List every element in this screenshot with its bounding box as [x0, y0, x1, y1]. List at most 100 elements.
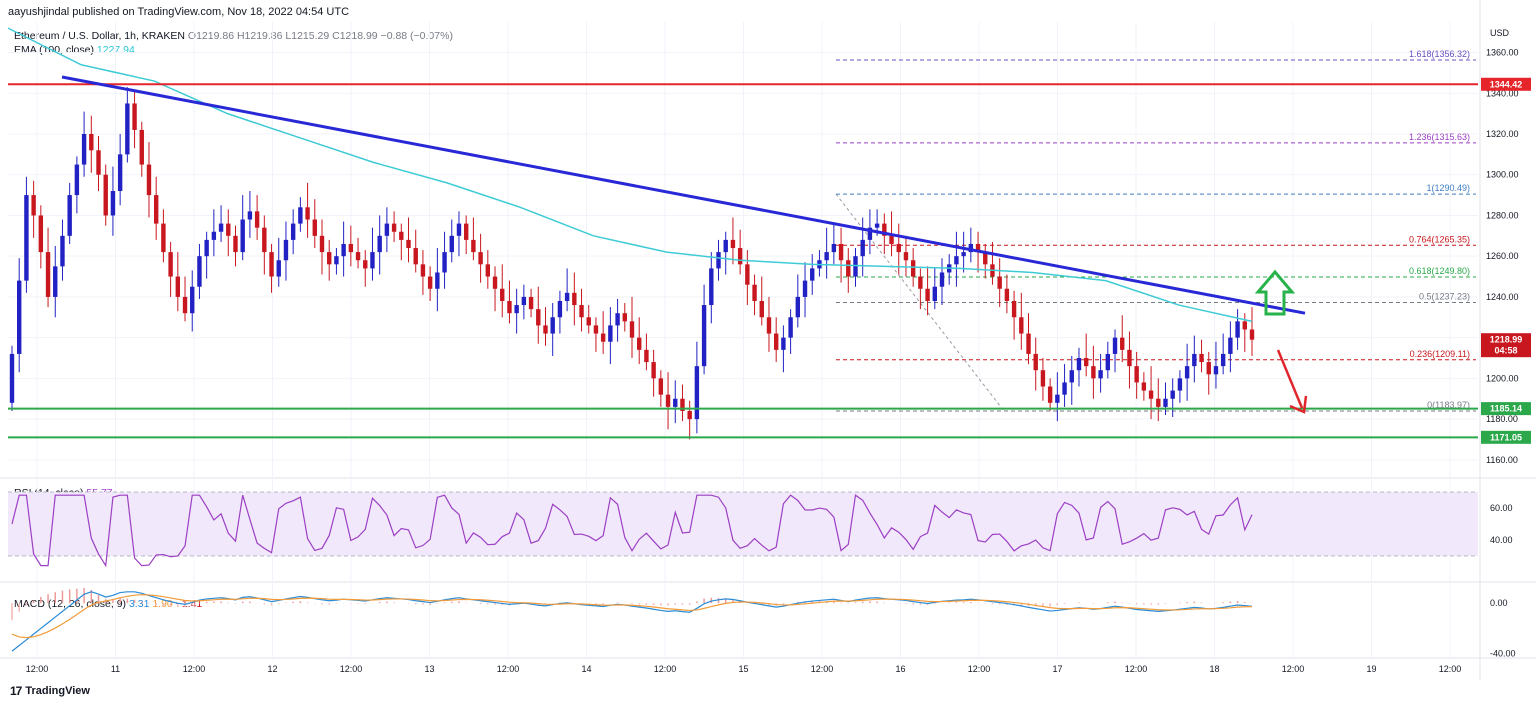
- time-tick-label: 16: [895, 664, 905, 674]
- macd-tick-label: 0.00: [1490, 598, 1508, 608]
- candle-body: [745, 264, 750, 285]
- candle-body: [456, 223, 462, 236]
- time-tick-label: 11: [111, 664, 120, 674]
- candle-body: [622, 313, 627, 322]
- candle-body: [1062, 382, 1067, 395]
- candle-body: [1004, 288, 1010, 301]
- candle-body: [233, 235, 238, 253]
- candle-body: [557, 300, 563, 318]
- macd-tick-label: -40.00: [1490, 649, 1516, 659]
- support-price-badge: [1481, 430, 1531, 444]
- candle-body: [471, 239, 476, 253]
- candle-body: [615, 313, 620, 326]
- fib-level-label: 0.5(1237.23): [1419, 292, 1470, 302]
- candle-body: [752, 284, 757, 301]
- candle-body: [492, 276, 498, 289]
- price-tick-label: 1300.00: [1486, 170, 1519, 180]
- candle-body: [435, 272, 440, 289]
- candle-body: [81, 134, 87, 165]
- resistance-price-badge: [1481, 77, 1531, 91]
- candle-body: [1249, 329, 1255, 340]
- candle-body: [1055, 394, 1060, 403]
- candle-body: [9, 353, 15, 403]
- tradingview-logo-icon: 17: [10, 684, 22, 698]
- candle-body: [53, 266, 58, 297]
- price-tick-label: 1280.00: [1486, 210, 1519, 220]
- candle-body: [766, 317, 772, 334]
- last-price-badge-text: 04:58: [1494, 346, 1517, 356]
- candle-body: [1163, 398, 1168, 407]
- candle-body: [60, 235, 65, 267]
- candle-body: [45, 252, 51, 297]
- candle-body: [17, 280, 22, 354]
- candle-body: [348, 243, 354, 253]
- candle-body: [961, 252, 966, 257]
- symbol-legend[interactable]: Ethereum / U.S. Dollar, 1h, KRAKEN O1219…: [14, 30, 453, 42]
- candle-body: [1156, 398, 1161, 407]
- candle-body: [1019, 317, 1024, 334]
- candle-body: [341, 243, 346, 257]
- time-tick-label: 12:00: [1282, 664, 1305, 674]
- candle-body: [117, 154, 123, 192]
- resistance-price-badge-text: 1344.42: [1490, 79, 1523, 89]
- candle-body: [262, 227, 267, 253]
- price-tick-label: 1160.00: [1486, 455, 1518, 465]
- candle-body: [687, 410, 692, 420]
- macd-line: [11, 591, 1253, 652]
- candle-body: [586, 317, 591, 326]
- candle-body: [838, 243, 844, 261]
- time-tick-label: 12:00: [497, 664, 520, 674]
- candle-body: [673, 398, 678, 407]
- candle-body: [399, 231, 404, 240]
- candle-body: [247, 211, 253, 220]
- candle-body: [1098, 370, 1103, 379]
- candle-body: [276, 260, 281, 277]
- fib-level-label: 1.236(1315.63): [1409, 132, 1470, 142]
- candle-body: [1228, 337, 1233, 354]
- candle-body: [1148, 390, 1154, 399]
- last-price-badge-text: 1218.99: [1490, 335, 1523, 345]
- candle-body: [1091, 366, 1096, 379]
- candle-body: [831, 243, 837, 253]
- candle-body: [370, 252, 375, 269]
- candle-body: [442, 252, 447, 273]
- price-tick-label: 1360.00: [1486, 48, 1519, 58]
- ohlc-values: O1219.86 H1219.86 L1215.29 C1218.99 −0.8…: [187, 30, 453, 42]
- candle-body: [903, 252, 909, 261]
- fib-anchor-line: [835, 193, 1005, 412]
- candle-body: [882, 223, 887, 236]
- candle-body: [600, 333, 606, 342]
- time-tick-label: 15: [738, 664, 748, 674]
- rsi-tick-label: 40.00: [1490, 535, 1513, 545]
- support-price-badge-text: 1171.05: [1490, 432, 1522, 442]
- ema-100-line: [7, 27, 1253, 323]
- candle-body: [283, 239, 289, 261]
- candle-body: [521, 296, 527, 306]
- fib-level-label: 0.618(1249.80): [1409, 266, 1470, 276]
- fib-level-label: 0(1183.97): [1427, 400, 1470, 410]
- tradingview-logo[interactable]: 17 TradingView: [10, 684, 90, 698]
- candle-body: [983, 252, 988, 265]
- candle-body: [644, 349, 649, 363]
- candle-body: [1192, 353, 1197, 367]
- candle-body: [190, 286, 195, 314]
- down-arrow-icon: [1276, 349, 1308, 414]
- candle-body: [146, 164, 152, 196]
- candle-body: [204, 239, 209, 257]
- fib-level-label: 1.618(1356.32): [1409, 49, 1470, 59]
- candle-body: [168, 252, 173, 277]
- candle-body: [723, 239, 728, 253]
- time-tick-label: 17: [1052, 664, 1062, 674]
- candle-body: [1199, 353, 1204, 363]
- candle-body: [939, 272, 945, 287]
- candle-body: [629, 321, 635, 338]
- fib-level-label: 1(1290.49): [1426, 183, 1470, 193]
- candle-body: [507, 300, 512, 314]
- rsi-tick-label: 60.00: [1490, 503, 1513, 513]
- candle-body: [1220, 353, 1226, 367]
- candle-body: [564, 292, 570, 301]
- candle-body: [103, 174, 108, 216]
- candle-body: [1040, 370, 1046, 387]
- candle-body: [1047, 386, 1053, 403]
